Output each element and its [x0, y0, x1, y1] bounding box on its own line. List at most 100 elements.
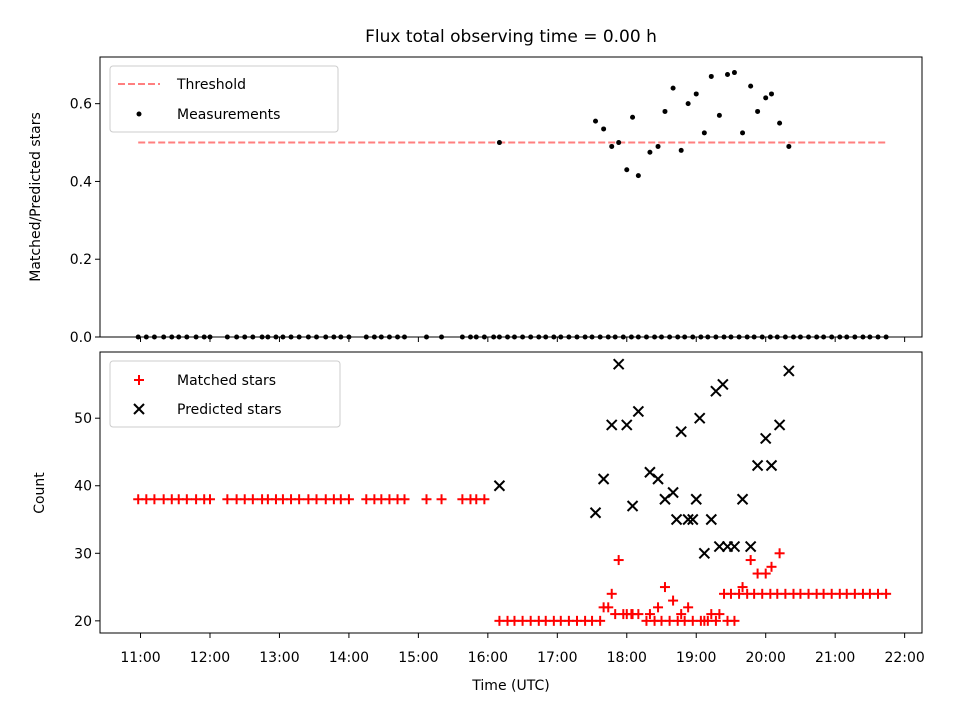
- matched-star-point: [595, 615, 606, 626]
- predicted-star-point: [744, 540, 757, 553]
- measurement-point: [589, 334, 595, 340]
- y-tick-label: 50: [74, 411, 92, 427]
- measurement-point: [724, 72, 730, 77]
- measurement-point: [740, 130, 746, 136]
- measurement-point: [667, 334, 673, 340]
- measurement-point: [597, 334, 603, 340]
- predicted-star-point: [713, 540, 726, 553]
- predicted-star-point: [736, 493, 749, 505]
- measurement-point: [511, 334, 517, 340]
- measurement-point: [774, 334, 780, 340]
- measurement-point: [716, 112, 722, 118]
- predicted-star-point: [694, 412, 706, 424]
- matched-star-point: [774, 548, 785, 559]
- ratio-y-axis-label: Matched/Predicted stars: [28, 112, 44, 282]
- legend-threshold-label: Threshold: [176, 77, 246, 93]
- matched-star-point: [598, 602, 609, 613]
- measurement-point: [363, 334, 369, 340]
- measurement-point: [682, 334, 688, 340]
- measurement-point: [265, 334, 271, 340]
- measurement-point: [612, 334, 618, 340]
- measurement-point: [790, 334, 796, 340]
- measurement-point: [721, 334, 727, 340]
- x-tick-label: 17:00: [537, 650, 577, 666]
- ratio-legend-box: [109, 65, 339, 133]
- legend-predicted-label: Predicted stars: [177, 402, 282, 418]
- measurement-point: [201, 334, 207, 340]
- predicted-star-point: [690, 493, 702, 505]
- predicted-star-point: [682, 513, 694, 526]
- measurement-point: [481, 334, 487, 340]
- measurement-point: [288, 334, 294, 340]
- measurement-point: [728, 334, 734, 340]
- predicted-star-point: [667, 486, 679, 499]
- predicted-star-point: [698, 547, 711, 560]
- count-legend-box: [109, 360, 341, 428]
- predicted-star-point: [728, 540, 741, 553]
- measurement-point: [659, 334, 665, 340]
- measurement-point: [875, 334, 881, 340]
- matched-star-point: [760, 568, 771, 579]
- measurement-point: [135, 334, 141, 340]
- measurement-point: [690, 334, 696, 340]
- measurement-point: [473, 334, 479, 340]
- measurement-point: [505, 334, 511, 340]
- measurement-point: [250, 334, 256, 340]
- measurement-point: [536, 334, 542, 340]
- matched-star-point: [627, 609, 638, 620]
- measurement-point: [755, 108, 761, 114]
- x-tick-label: 20:00: [746, 650, 786, 666]
- measurement-point: [867, 334, 873, 340]
- count-x-ticks: 11:00 12:00 13:00 14:00 15:00 16:00 17:00 18:00…: [120, 633, 925, 666]
- predicted-star-point: [626, 500, 639, 512]
- matched-star-point: [644, 609, 655, 620]
- matched-star-point: [479, 494, 490, 505]
- measurement-point: [678, 147, 684, 153]
- predicted-star-point: [652, 473, 664, 485]
- x-tick-label: 21:00: [815, 650, 855, 666]
- matched-star-point: [737, 582, 748, 593]
- measurement-point: [759, 334, 765, 340]
- matched-star-point: [613, 555, 624, 566]
- matched-star-point: [653, 602, 664, 613]
- matched-star-point: [714, 609, 725, 620]
- matched-star-point: [222, 494, 233, 505]
- measurement-point: [777, 120, 783, 126]
- matched-star-point: [745, 555, 756, 566]
- measurement-point: [767, 334, 773, 340]
- measurement-point: [635, 334, 641, 340]
- measurement-point: [751, 334, 757, 340]
- measurement-point: [837, 334, 843, 340]
- predicted-star-point: [632, 405, 645, 418]
- measurement-point: [844, 334, 850, 340]
- measurement-point: [675, 334, 681, 340]
- count-plot-area: [99, 351, 923, 634]
- matched-star-point: [343, 494, 354, 505]
- measurement-point: [496, 140, 502, 146]
- measurement-point: [786, 143, 792, 149]
- legend-measurements-label: Measurements: [177, 107, 280, 123]
- measurement-point: [338, 334, 344, 340]
- count-y-axis-label: Count: [32, 472, 48, 514]
- predicted-star-point: [765, 459, 778, 472]
- measurement-point: [605, 334, 611, 340]
- measurement-point: [731, 70, 737, 76]
- measurement-point: [491, 334, 497, 340]
- predicted-star-point: [705, 513, 717, 526]
- measurement-point: [176, 334, 182, 340]
- matched-star-point: [606, 588, 617, 599]
- measurement-point: [207, 334, 213, 340]
- measurement-point: [744, 334, 750, 340]
- measurement-point: [371, 334, 377, 340]
- predicted-star-point: [675, 425, 687, 438]
- y-tick-label: 0.4: [70, 174, 92, 190]
- y-tick-label: 0.0: [70, 330, 92, 346]
- measurement-point: [630, 114, 636, 120]
- x-tick-label: 11:00: [120, 650, 160, 666]
- y-tick-label: 30: [74, 546, 92, 562]
- measurement-point: [259, 334, 265, 340]
- measurement-point: [609, 143, 615, 149]
- measurement-point: [395, 334, 401, 340]
- measurement-point: [797, 334, 803, 340]
